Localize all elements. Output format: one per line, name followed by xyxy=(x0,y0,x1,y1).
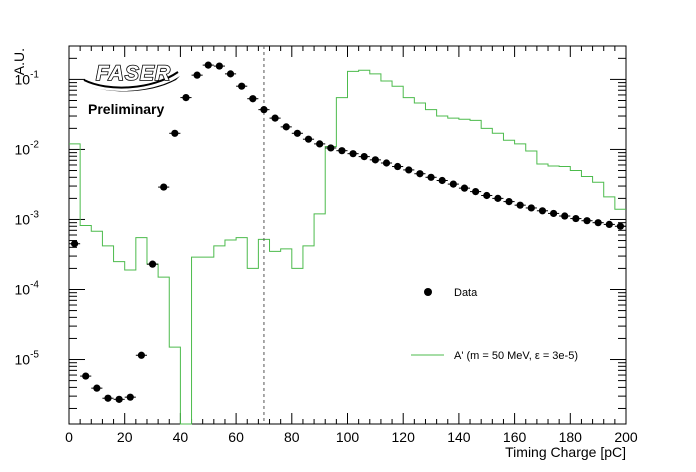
data-point xyxy=(204,61,212,69)
data-point xyxy=(605,220,613,229)
data-point xyxy=(226,70,235,78)
data-point xyxy=(282,123,290,131)
y-axis-title: A.U. xyxy=(11,48,27,75)
data-point xyxy=(260,106,268,114)
data-point xyxy=(304,135,313,143)
x-tick-label: 180 xyxy=(559,429,583,445)
data-point xyxy=(583,217,591,225)
data-point xyxy=(249,95,257,103)
data-point xyxy=(416,170,424,178)
data-point xyxy=(382,159,391,167)
logo-text: FASER xyxy=(96,62,171,85)
data-point xyxy=(594,219,602,227)
legend-data-marker xyxy=(424,288,432,296)
data-point xyxy=(93,384,101,392)
data-point xyxy=(438,176,446,185)
y-tick-label: 10-1 xyxy=(15,69,40,87)
legend-signal-label: A' (m = 50 MeV, ε = 3e-5) xyxy=(454,350,578,362)
signal-histogram xyxy=(69,69,626,425)
data-point xyxy=(405,166,413,174)
data-point xyxy=(449,180,457,188)
preliminary-label: Preliminary xyxy=(88,101,164,117)
x-tick-label: 80 xyxy=(284,429,300,445)
x-tick-label: 40 xyxy=(173,429,189,445)
data-point xyxy=(561,212,569,220)
data-point xyxy=(160,183,168,191)
data-point xyxy=(516,201,524,209)
data-point xyxy=(115,395,123,403)
data-point xyxy=(327,144,335,152)
axis-ticks xyxy=(68,46,627,424)
y-tick-label: 10-3 xyxy=(15,209,40,227)
y-tick-labels: 10-1 10-2 10-3 10-4 10-5 xyxy=(15,69,40,367)
legend: Data A' (m = 50 MeV, ε = 3e-5) xyxy=(411,287,578,362)
data-point xyxy=(549,209,558,218)
legend-data-label: Data xyxy=(454,287,478,299)
x-tick-label: 100 xyxy=(336,429,360,445)
data-point xyxy=(494,194,502,202)
data-points xyxy=(69,61,626,403)
data-point xyxy=(126,393,134,401)
x-tick-label: 0 xyxy=(65,429,73,445)
data-point xyxy=(182,93,190,102)
data-point xyxy=(394,162,402,171)
x-tick-label: 160 xyxy=(503,429,527,445)
data-point xyxy=(293,129,301,137)
data-point xyxy=(338,147,346,155)
x-tick-labels: 0 20 40 60 80 100 120 140 160 180 200 xyxy=(65,429,638,445)
data-point xyxy=(427,173,435,181)
data-point xyxy=(505,197,513,206)
x-axis-title: Timing Charge [pC] xyxy=(505,444,626,460)
data-point xyxy=(238,82,246,90)
data-point xyxy=(104,394,112,402)
data-point xyxy=(137,351,146,359)
data-point xyxy=(371,156,379,164)
x-tick-label: 20 xyxy=(117,429,133,445)
x-tick-label: 200 xyxy=(614,429,638,445)
y-tick-label: 10-4 xyxy=(15,279,40,297)
data-point xyxy=(360,153,368,161)
signal-step-line xyxy=(69,69,626,425)
y-tick-label: 10-2 xyxy=(15,139,40,157)
data-point xyxy=(472,187,480,196)
data-point xyxy=(572,214,580,223)
data-point xyxy=(193,71,201,79)
data-point xyxy=(316,140,324,148)
data-point xyxy=(82,372,90,380)
data-point xyxy=(70,240,79,248)
data-point xyxy=(538,207,547,215)
data-point xyxy=(271,114,279,122)
faser-logo: FASER xyxy=(83,61,180,92)
data-point xyxy=(215,62,223,70)
data-point xyxy=(148,260,157,268)
data-point xyxy=(527,204,535,212)
y-tick-label: 10-5 xyxy=(15,350,40,368)
data-point xyxy=(349,150,357,158)
x-tick-label: 140 xyxy=(447,429,471,445)
data-point xyxy=(171,129,179,137)
data-point xyxy=(483,191,491,200)
x-tick-label: 60 xyxy=(228,429,244,445)
data-point xyxy=(616,222,625,230)
data-point xyxy=(460,184,469,192)
x-tick-label: 120 xyxy=(392,429,416,445)
